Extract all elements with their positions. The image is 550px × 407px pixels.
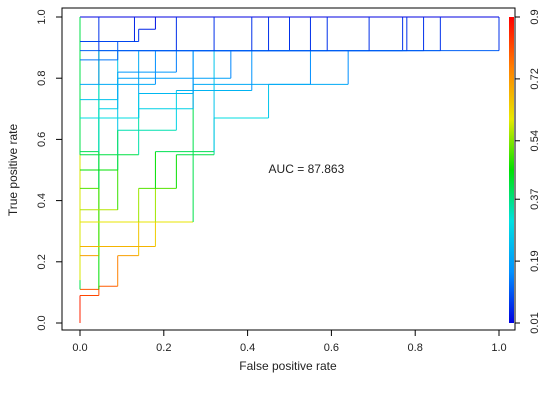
x-tick-label: 0.0 bbox=[72, 342, 87, 354]
colorbar-tick-label: 0.72 bbox=[529, 68, 541, 89]
colorbar-tick-label: 0.54 bbox=[529, 130, 541, 151]
y-axis-title: True positive rate bbox=[6, 124, 20, 217]
y-tick-label: 0.0 bbox=[36, 315, 48, 330]
x-tick-label: 0.6 bbox=[324, 342, 339, 354]
x-axis-title: False positive rate bbox=[239, 359, 337, 373]
y-tick-label: 0.8 bbox=[36, 71, 48, 86]
y-tick-label: 0.4 bbox=[36, 193, 48, 208]
x-tick-label: 0.2 bbox=[156, 342, 171, 354]
colorbar-tick-label: 0.01 bbox=[529, 312, 541, 333]
colorbar: 0.01 0.19 0.37 0.54 0.72 0.9 bbox=[509, 9, 541, 334]
auc-label: AUC = bbox=[269, 162, 308, 176]
x-axis: 0.0 0.2 0.4 0.6 0.8 1.0 bbox=[72, 329, 507, 354]
x-tick-label: 0.4 bbox=[240, 342, 255, 354]
y-tick-label: 1.0 bbox=[36, 9, 48, 24]
colorbar-ticks: 0.01 0.19 0.37 0.54 0.72 0.9 bbox=[514, 9, 541, 334]
x-tick-label: 1.0 bbox=[491, 342, 506, 354]
colorbar-strip bbox=[509, 17, 514, 323]
y-tick-label: 0.6 bbox=[36, 132, 48, 147]
auc-annotation: AUC = 87.863 bbox=[269, 162, 345, 176]
y-tick-label: 0.2 bbox=[36, 254, 48, 269]
y-axis: 0.0 0.2 0.4 0.6 0.8 1.0 bbox=[36, 9, 63, 331]
colorbar-tick-label: 0.9 bbox=[529, 9, 541, 24]
colorbar-tick-label: 0.37 bbox=[529, 189, 541, 210]
colorbar-tick-label: 0.19 bbox=[529, 250, 541, 271]
roc-curves bbox=[79, 16, 500, 323]
x-tick-label: 0.8 bbox=[408, 342, 423, 354]
auc-value: 87.863 bbox=[308, 162, 345, 176]
